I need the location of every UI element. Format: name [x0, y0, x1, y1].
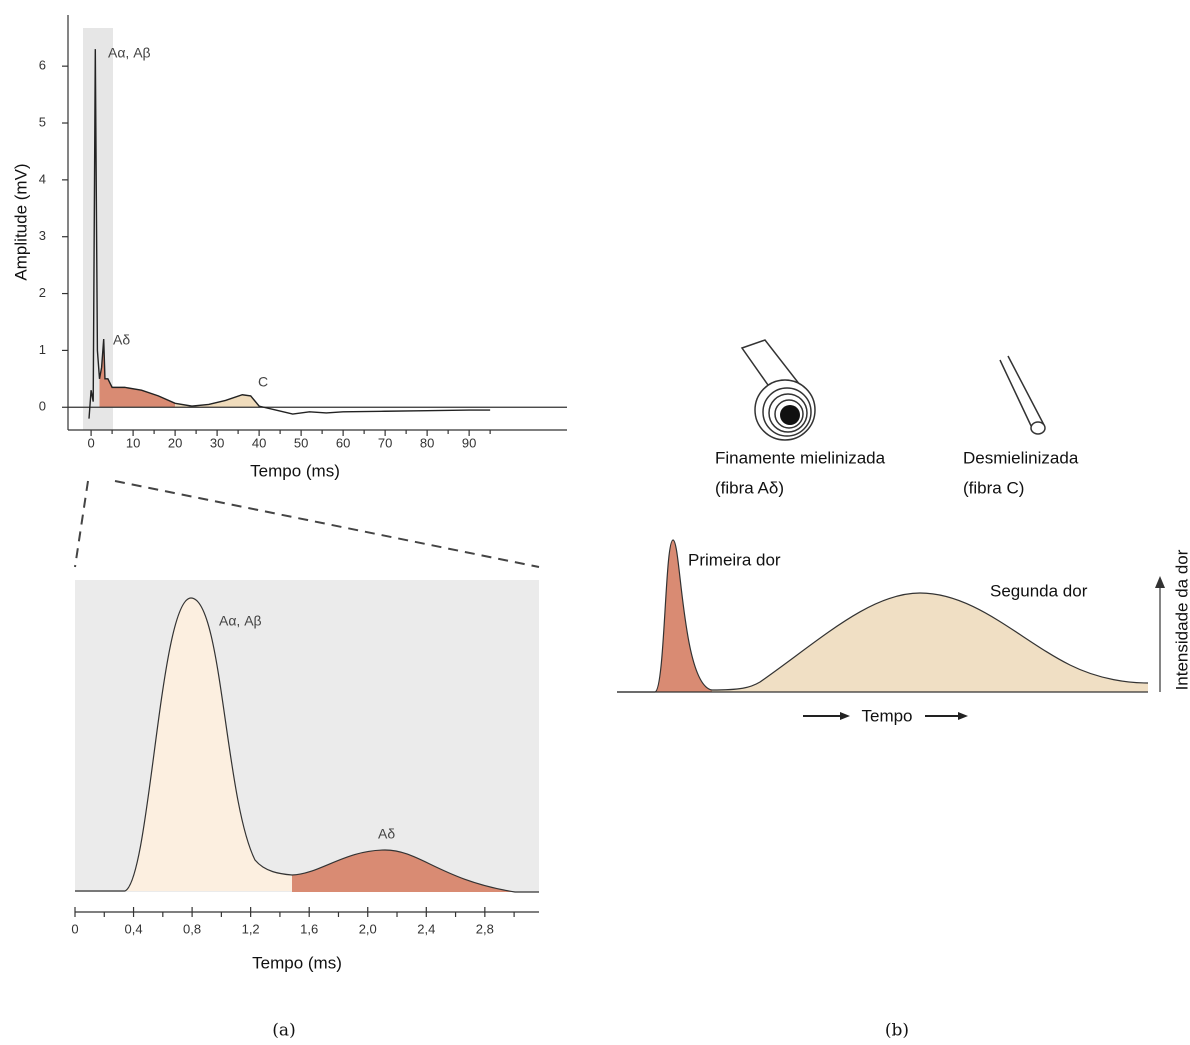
annotation: Aα, Aβ [219, 613, 262, 629]
x-tick-label: 2,0 [359, 921, 377, 936]
x-tick-label: 2,4 [417, 921, 435, 936]
y-axis-label: Amplitude (mV) [11, 163, 30, 280]
myelinated-fiber [740, 339, 816, 441]
y-tick-label: 1 [39, 342, 46, 357]
annotation: C [258, 374, 268, 390]
y-tick-label: 6 [39, 58, 46, 73]
y-tick-label: 0 [39, 399, 46, 414]
x-tick-label: 0,4 [125, 921, 143, 936]
y-tick-label: 2 [39, 285, 46, 300]
x-tick-label: 0,8 [183, 921, 201, 936]
x-tick-label: 0 [71, 921, 78, 936]
zoom-band [83, 28, 113, 430]
x-tick-label: 40 [252, 435, 266, 450]
unmyelinated-fiber [999, 355, 1046, 435]
x-axis-label: Tempo (ms) [252, 953, 342, 972]
x-tick-label: 90 [462, 435, 476, 450]
y-tick-label: 4 [39, 171, 46, 186]
arrow-head [840, 712, 850, 720]
annotation: Aδ [378, 826, 395, 842]
second-pain-area [712, 593, 1148, 692]
x-tick-label: 60 [336, 435, 350, 450]
x-tick-label: 70 [378, 435, 392, 450]
zoom-line [114, 480, 540, 568]
zoom-trace [75, 597, 539, 893]
annotation: Aδ [113, 332, 130, 348]
adelta-area [292, 850, 515, 892]
y-tick-label: 3 [39, 228, 46, 243]
x-tick-label: 20 [168, 435, 182, 450]
pain-curve [617, 539, 1149, 693]
fiber-name: Desmielinizada [963, 448, 1079, 467]
x-tick-label: 10 [126, 435, 140, 450]
fiber-detail: (fibra C) [963, 478, 1024, 497]
x-tick-label: 2,8 [476, 921, 494, 936]
fast-fiber-area [75, 598, 292, 891]
annotation: Aα, Aβ [108, 45, 151, 61]
peak-label: Segunda dor [990, 581, 1088, 600]
fiber-detail: (fibra Aδ) [715, 478, 784, 497]
caption: (a) [272, 1021, 295, 1041]
caption: (b) [885, 1021, 909, 1041]
first-pain-area [655, 540, 712, 692]
arrow-head [1155, 576, 1165, 588]
x-axis-label: Tempo [861, 706, 912, 725]
y-tick-label: 5 [39, 114, 46, 129]
region [99, 339, 176, 408]
x-tick-label: 1,2 [242, 921, 260, 936]
x-tick-label: 30 [210, 435, 224, 450]
y-axis-label: Intensidade da dor [1172, 549, 1190, 690]
x-tick-label: 80 [420, 435, 434, 450]
x-tick-label: 0 [87, 435, 94, 450]
zoom-line [74, 480, 89, 568]
region [175, 394, 264, 408]
x-tick-label: 1,6 [300, 921, 318, 936]
fiber-name: Finamente mielinizada [715, 448, 886, 467]
trace [88, 49, 491, 419]
x-tick-label: 50 [294, 435, 308, 450]
arrow-head [958, 712, 968, 720]
x-axis-label: Tempo (ms) [250, 461, 340, 480]
peak-label: Primeira dor [688, 550, 781, 569]
